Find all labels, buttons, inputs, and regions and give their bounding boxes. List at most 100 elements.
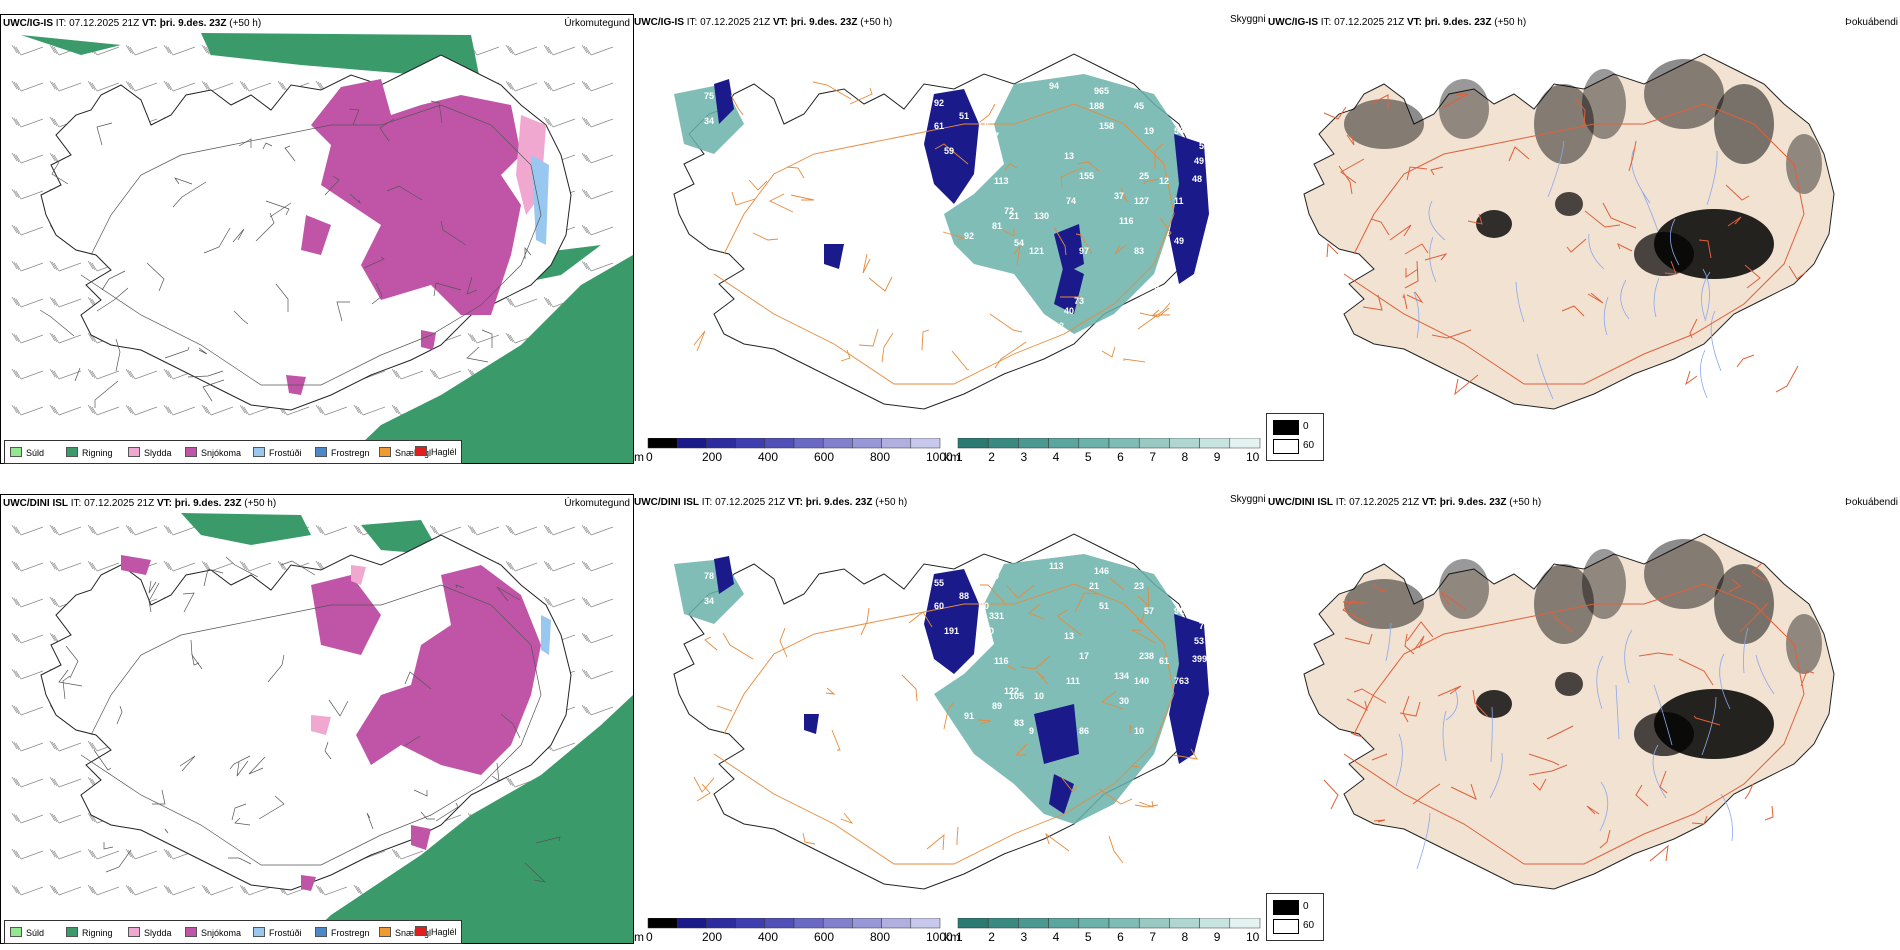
panel-name-precip: Úrkomutegund	[564, 498, 630, 509]
visibility-value: 238	[1139, 651, 1154, 661]
road-segment	[466, 276, 478, 295]
fog-shading	[1344, 539, 1822, 759]
vt-value: þri. 9.des. 23Z	[805, 497, 873, 508]
road-segment	[1372, 584, 1387, 592]
fog-legend-label: 60	[1303, 440, 1315, 451]
road-segment	[1586, 805, 1600, 815]
precip-panel-2: UWC/DINI ISL IT: 07.12.2025 21Z VT: þri.…	[0, 494, 634, 944]
road-segment	[455, 584, 465, 589]
road-segment	[103, 842, 114, 850]
road-segment	[1007, 665, 1017, 671]
road-segment	[1617, 242, 1633, 252]
road-segment	[1587, 292, 1604, 304]
colorbar-segment	[1018, 438, 1049, 449]
visibility-value: 56	[979, 121, 989, 131]
fog-map-1	[1303, 53, 1835, 410]
fog-blob	[1582, 69, 1626, 139]
river-network	[1413, 140, 1722, 400]
wind-barb	[49, 776, 82, 788]
wind-barb	[163, 524, 196, 536]
visibility-value: 12	[974, 646, 984, 656]
legend-item: Slydda	[128, 927, 172, 939]
road-segment	[1678, 658, 1714, 686]
road-segment	[481, 329, 493, 348]
panel-name-precip: Úrkomutegund	[564, 18, 630, 29]
road-segment	[94, 380, 119, 408]
wind-barb	[581, 596, 614, 608]
road-segment	[146, 262, 165, 292]
road-segment	[1159, 217, 1172, 237]
colorbar-tick-label: 1000	[926, 930, 953, 944]
colorbar-tick-label: 4	[1052, 930, 1060, 944]
vt-value: þri. 9.des. 23Z	[174, 498, 242, 509]
road-segment	[704, 636, 718, 651]
river-segment	[1653, 277, 1660, 318]
colorbar-tick-label: 600	[814, 930, 835, 944]
colorbar-segment	[957, 438, 989, 449]
legend-item: Frostregn	[315, 447, 370, 459]
road-segment	[336, 301, 350, 322]
wind-barb	[11, 224, 44, 236]
road-segment	[942, 231, 966, 241]
road-segment	[1154, 143, 1164, 169]
visibility-value: 11	[1174, 196, 1184, 206]
wind-barb	[543, 44, 576, 56]
wind-barb	[277, 884, 310, 896]
road-segment	[1454, 374, 1479, 396]
road-segment	[1406, 291, 1424, 304]
wind-barb	[505, 524, 538, 536]
road-segment	[1561, 305, 1585, 317]
river-segment	[1490, 706, 1493, 763]
road-segment	[1130, 764, 1140, 768]
fog-blob	[1344, 99, 1424, 149]
colorbar-tick-label: 3	[1020, 930, 1028, 944]
legend-item: Frostúði	[253, 447, 302, 459]
visibility-value: 21	[1089, 581, 1099, 591]
road-segment	[1725, 184, 1750, 201]
legend-item: Slydda	[128, 447, 172, 459]
it-value: 07.12.2025 21Z	[715, 497, 786, 508]
colorbar-segment	[822, 918, 853, 929]
river-segment	[1641, 190, 1659, 232]
wind-barb	[49, 812, 82, 824]
road-segment	[868, 276, 893, 292]
snow-area	[121, 555, 541, 891]
road-segment	[1045, 832, 1070, 852]
road-segment	[1744, 264, 1761, 289]
colorbar-tick-label: 800	[870, 930, 891, 944]
road-segment	[860, 607, 870, 636]
freezing-area	[531, 155, 549, 245]
road-network	[693, 578, 1198, 865]
wind-barb	[49, 404, 82, 416]
colorbar-segment	[647, 438, 678, 449]
road-segment	[1764, 805, 1774, 821]
road-segment	[269, 202, 292, 218]
colorbar-tick-label: 10	[1246, 450, 1260, 464]
river-segment	[1755, 654, 1775, 695]
colorbar-tick-label: 9	[1213, 450, 1221, 464]
colorbar-segment	[793, 918, 824, 929]
precip-legend: Súld Rigning Slydda Snjókoma Frostúði Fr…	[4, 440, 462, 464]
colorbar-tick-label: 10	[1246, 930, 1260, 944]
road-segment	[693, 776, 715, 793]
road-segment	[1110, 578, 1125, 591]
wind-barb	[125, 884, 158, 896]
river-segment	[1547, 140, 1565, 198]
colorbar-tick-label: 6	[1117, 930, 1124, 944]
colorbar-m	[647, 918, 941, 929]
road-segment	[825, 687, 836, 695]
panel-name-visibility: Skyggni	[1230, 14, 1266, 25]
wind-barb	[543, 116, 576, 128]
road-segment	[258, 795, 285, 820]
wind-barb	[429, 368, 462, 380]
colorbar-tick-label: 200	[702, 450, 723, 464]
road-segment	[191, 653, 200, 666]
road-segment	[535, 836, 561, 844]
road-segment	[1362, 294, 1383, 311]
river-segment	[1395, 733, 1403, 787]
fog-blob	[1439, 559, 1489, 619]
wind-barb	[49, 80, 82, 92]
road-segment	[328, 699, 349, 717]
road-segment	[116, 705, 123, 725]
